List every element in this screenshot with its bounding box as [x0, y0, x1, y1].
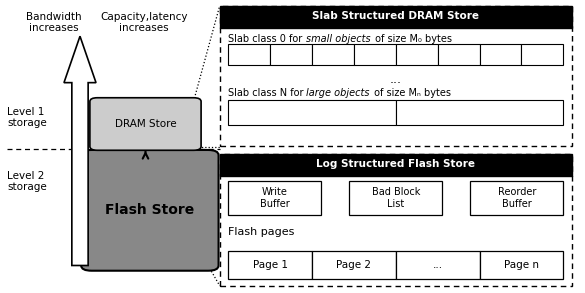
Bar [354, 44, 396, 65]
Bar [396, 100, 563, 125]
Text: Reorder
Buffer: Reorder Buffer [498, 187, 536, 209]
Text: Slab class N for: Slab class N for [229, 88, 307, 98]
Text: Level 1
storage: Level 1 storage [7, 107, 47, 128]
Bar [438, 44, 480, 65]
FancyBboxPatch shape [90, 98, 201, 150]
Bar [396, 251, 480, 279]
Text: ...: ... [390, 73, 402, 86]
Text: Level 2
storage: Level 2 storage [7, 171, 47, 192]
Bar [229, 181, 321, 215]
Bar [220, 154, 572, 176]
Text: Page n: Page n [504, 260, 539, 270]
Text: Flash Store: Flash Store [105, 203, 194, 217]
Text: Write
Buffer: Write Buffer [260, 187, 290, 209]
Bar [312, 251, 396, 279]
Text: Log Structured Flash Store: Log Structured Flash Store [316, 159, 476, 169]
Bar [396, 44, 438, 65]
Text: of size M₀ bytes: of size M₀ bytes [372, 34, 452, 44]
FancyBboxPatch shape [81, 150, 219, 271]
Bar [480, 44, 521, 65]
Text: Page 2: Page 2 [336, 260, 371, 270]
Text: Capacity,latency
increases: Capacity,latency increases [100, 11, 188, 33]
Text: Flash pages: Flash pages [229, 227, 295, 237]
Text: Page 1: Page 1 [253, 260, 288, 270]
Bar [480, 251, 563, 279]
Text: Slab class 0 for: Slab class 0 for [229, 34, 306, 44]
Text: of size Mₙ bytes: of size Mₙ bytes [371, 88, 451, 98]
Bar [521, 44, 563, 65]
Text: Bad Block
List: Bad Block List [371, 187, 420, 209]
Bar [349, 181, 442, 215]
Bar [312, 44, 354, 65]
Bar [220, 154, 572, 286]
Polygon shape [64, 36, 96, 265]
Text: DRAM Store: DRAM Store [115, 119, 176, 129]
Bar [270, 44, 312, 65]
Bar [470, 181, 563, 215]
Bar [229, 100, 396, 125]
Bar [220, 6, 572, 146]
Bar [229, 44, 270, 65]
Text: ...: ... [433, 260, 443, 270]
Text: Bandwidth
increases: Bandwidth increases [26, 11, 81, 33]
Text: Slab Structured DRAM Store: Slab Structured DRAM Store [312, 11, 479, 21]
Bar [229, 251, 312, 279]
Bar [220, 6, 572, 28]
Text: large objects: large objects [306, 88, 369, 98]
Text: small objects: small objects [306, 34, 370, 44]
